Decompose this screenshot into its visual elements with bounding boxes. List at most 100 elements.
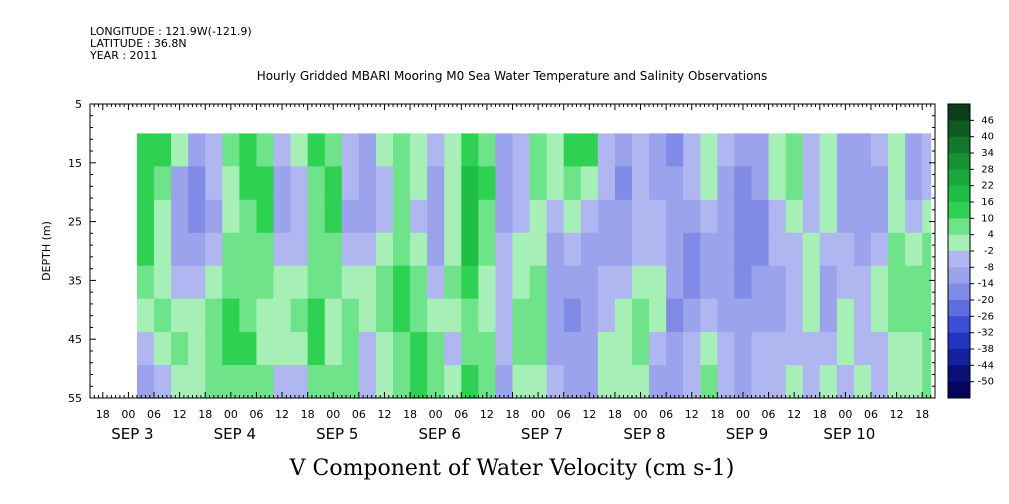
x-hour-label: 06	[864, 408, 878, 421]
heatmap-cell	[905, 166, 923, 201]
heatmap-cell	[188, 332, 206, 366]
heatmap-cell	[495, 232, 514, 267]
x-hour-label: 06	[147, 408, 161, 421]
heatmap-cell	[563, 332, 582, 366]
heatmap-cell	[410, 365, 428, 399]
x-hour-label: 18	[710, 408, 724, 421]
heatmap-cell	[341, 199, 360, 234]
heatmap-cell	[614, 199, 633, 234]
heatmap-cell	[700, 199, 718, 234]
heatmap-cell	[563, 298, 582, 333]
heatmap-cell	[734, 166, 753, 201]
heatmap-cell	[154, 166, 172, 201]
heatmap-cell	[256, 166, 275, 201]
heatmap-cell	[614, 133, 633, 167]
heatmap-cell	[717, 298, 736, 333]
heatmap-cell	[768, 199, 787, 234]
heatmap-cell	[495, 365, 514, 399]
heatmap-cell	[563, 199, 582, 234]
heatmap-cell	[631, 133, 650, 167]
heatmap-cell	[836, 298, 855, 333]
heatmap-cell	[529, 166, 548, 201]
heatmap-cell	[580, 365, 599, 399]
heatmap-cell	[205, 298, 223, 333]
heatmap-cell	[853, 265, 872, 300]
heatmap	[136, 133, 932, 399]
heatmap-cell	[512, 365, 531, 399]
heatmap-cell	[154, 298, 172, 333]
heatmap-cell	[154, 365, 172, 399]
heatmap-cell	[597, 133, 616, 167]
heatmap-cell	[358, 199, 377, 234]
heatmap-cell	[683, 298, 701, 333]
heatmap-cell	[734, 298, 753, 333]
heatmap-cell	[631, 298, 650, 333]
heatmap-cell	[649, 332, 667, 366]
heatmap-cell	[375, 166, 394, 201]
heatmap-cell	[580, 332, 599, 366]
heatmap-cell	[495, 298, 514, 333]
heatmap-cell	[154, 133, 172, 167]
x-hour-label: 18	[506, 408, 520, 421]
heatmap-cell	[478, 232, 497, 267]
heatmap-cell	[734, 365, 753, 399]
heatmap-cell	[580, 298, 599, 333]
heatmap-cell	[495, 133, 514, 167]
heatmap-cell	[512, 232, 531, 267]
heatmap-cell	[597, 166, 616, 201]
heatmap-cell	[427, 332, 445, 366]
colorbar-swatch	[948, 251, 970, 268]
heatmap-cell	[358, 365, 377, 399]
heatmap-cell	[649, 166, 667, 201]
heatmap-cell	[393, 199, 411, 234]
x-day-label: SEP 9	[726, 425, 768, 443]
heatmap-cell	[512, 332, 531, 366]
colorbar-label: -38	[978, 344, 994, 355]
x-hour-label: 00	[121, 408, 135, 421]
heatmap-cell	[683, 199, 701, 234]
heatmap-cell	[631, 365, 650, 399]
heatmap-cell	[802, 332, 821, 366]
heatmap-cell	[819, 232, 838, 267]
heatmap-cell	[717, 265, 736, 300]
heatmap-cell	[751, 232, 770, 267]
heatmap-cell	[461, 365, 479, 399]
heatmap-cell	[341, 298, 360, 333]
heatmap-cell	[358, 133, 377, 167]
heatmap-cell	[290, 298, 309, 333]
heatmap-cell	[358, 166, 377, 201]
heatmap-cell	[341, 265, 360, 300]
heatmap-cell	[444, 298, 462, 333]
heatmap-cell	[580, 232, 599, 267]
x-axis-title: V Component of Water Velocity (cm s-1)	[289, 456, 735, 481]
heatmap-cell	[785, 298, 804, 333]
heatmap-cell	[819, 199, 838, 234]
heatmap-cell	[205, 133, 223, 167]
heatmap-cell	[273, 166, 292, 201]
heatmap-cell	[870, 133, 889, 167]
heatmap-cell	[256, 232, 275, 267]
heatmap-cell	[512, 133, 531, 167]
heatmap-cell	[324, 199, 343, 234]
heatmap-cell	[358, 232, 377, 267]
heatmap-cell	[649, 199, 667, 234]
heatmap-cell	[427, 232, 445, 267]
x-hour-label: 12	[582, 408, 596, 421]
heatmap-cell	[853, 199, 872, 234]
heatmap-cell	[631, 265, 650, 300]
colorbar-swatch	[948, 349, 970, 366]
heatmap-cell	[529, 199, 548, 234]
colorbar-swatch	[948, 316, 970, 334]
heatmap-cell	[597, 232, 616, 267]
x-hour-label: 18	[608, 408, 622, 421]
heatmap-cell	[922, 199, 932, 234]
heatmap-cell	[819, 365, 838, 399]
colorbar-label: -32	[978, 328, 994, 339]
heatmap-cell	[171, 265, 189, 300]
heatmap-cell	[870, 298, 889, 333]
heatmap-cell	[427, 133, 445, 167]
heatmap-cell	[614, 298, 633, 333]
heatmap-cell	[683, 133, 701, 167]
heatmap-cell	[427, 298, 445, 333]
x-hour-label: 06	[659, 408, 673, 421]
